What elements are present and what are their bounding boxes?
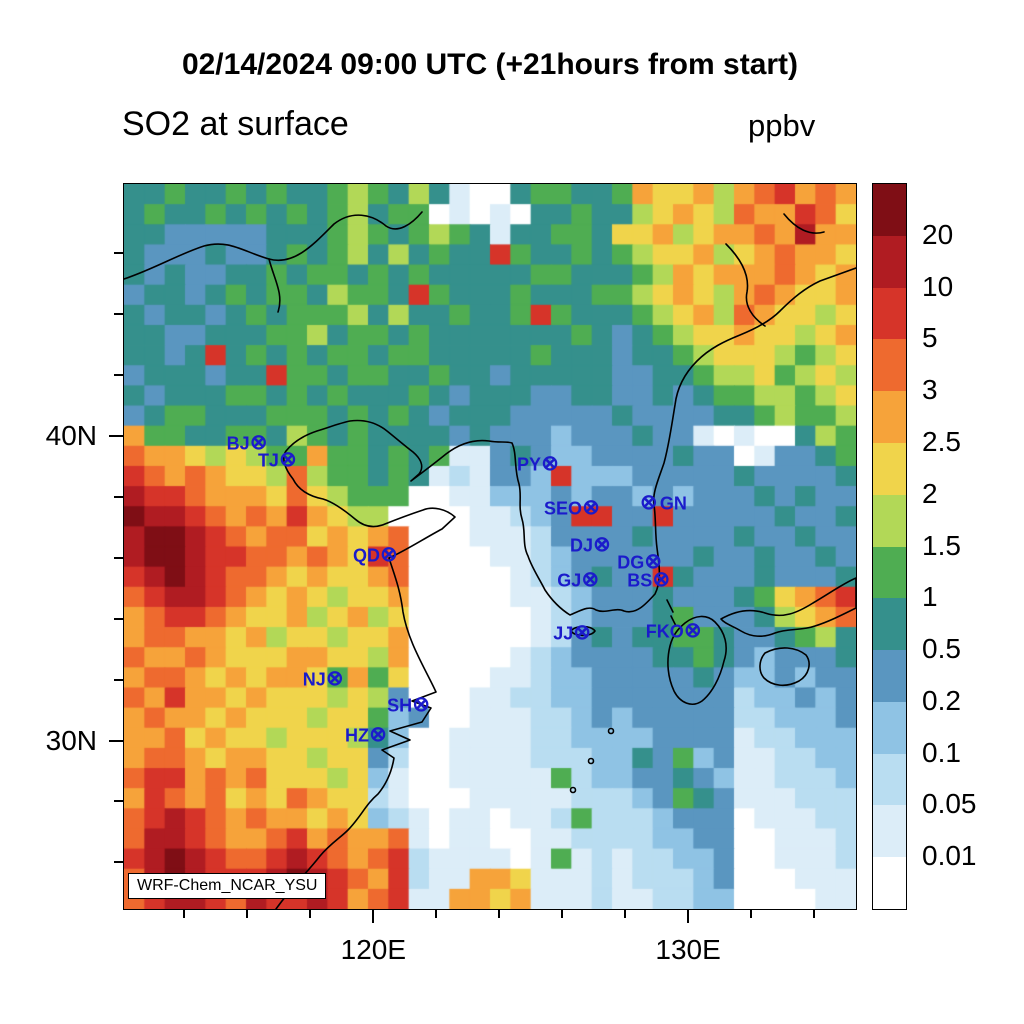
- colorbar-label: 0.05: [922, 788, 977, 820]
- colorbar-segment: [873, 857, 906, 909]
- station-label: PY: [517, 454, 542, 475]
- y-tick: [114, 861, 123, 864]
- y-tick: [114, 556, 123, 559]
- x-axis-ticks: 120E 130E: [123, 908, 855, 978]
- colorbar: [872, 183, 907, 910]
- station-label: DG: [617, 552, 645, 573]
- colorbar-segment: [873, 598, 906, 651]
- x-tick: [624, 909, 627, 918]
- y-tick: [114, 800, 123, 803]
- x-tick: [372, 909, 375, 923]
- colorbar-segment: [873, 184, 906, 236]
- colorbar-label: 0.01: [922, 840, 977, 872]
- colorbar-label: 10: [922, 270, 954, 302]
- x-tick: [246, 909, 249, 918]
- station-label: JJ: [553, 623, 574, 644]
- colorbar-segment: [873, 805, 906, 858]
- x-tick: [183, 909, 186, 918]
- station-label: NJ: [302, 669, 326, 690]
- station-label: FKO: [645, 621, 684, 642]
- station-marker-icon: ⊗: [279, 448, 297, 472]
- colorbar-segment: [873, 287, 906, 340]
- colorbar-segment: [873, 494, 906, 547]
- x-tick: [435, 909, 438, 918]
- station-marker-icon: ⊗: [640, 490, 658, 514]
- station-label: QD: [352, 545, 380, 566]
- x-tick: [561, 909, 564, 918]
- colorbar-segment: [873, 339, 906, 392]
- y-tick: [114, 495, 123, 498]
- map-plot-area: ⊗ BJ ⊗ TJ ⊗ PY ⊗ SEO ⊗ GN ⊗ DJ ⊗ QD ⊗ DG ⊗ GJ ⊗ BS ⊗ JJ ⊗ FKO ⊗ N…: [123, 183, 857, 910]
- colorbar-label: 2: [922, 477, 938, 509]
- colorbar-label: 1.5: [922, 529, 961, 561]
- station-marker-icon: ⊗: [652, 568, 671, 592]
- x-tick: [813, 909, 815, 918]
- station-marker-icon: ⊗: [581, 568, 600, 592]
- station-marker-icon: ⊗: [541, 452, 559, 476]
- y-tick-label: 40N: [45, 420, 97, 452]
- station-label: HZ: [345, 725, 369, 746]
- colorbar-label: 0.5: [922, 633, 961, 665]
- colorbar-segment: [873, 391, 906, 443]
- x-tick: [750, 909, 753, 918]
- x-tick: [687, 909, 690, 923]
- colorbar-label: 0.1: [922, 736, 961, 768]
- model-label: WRF-Chem_NCAR_YSU: [128, 873, 327, 899]
- x-tick: [309, 909, 312, 918]
- colorbar-segment: [873, 546, 906, 599]
- colorbar-label: 3: [922, 374, 938, 406]
- plot-title: 02/14/2024 09:00 UTC (+21hours from star…: [181, 48, 799, 81]
- station-layer: ⊗ BJ ⊗ TJ ⊗ PY ⊗ SEO ⊗ GN ⊗ DJ ⊗ QD ⊗ DG ⊗ GJ ⊗ BS ⊗ JJ ⊗ FKO ⊗ N…: [124, 184, 856, 909]
- station-marker-icon: ⊗: [683, 619, 702, 643]
- x-tick-label: 130E: [655, 934, 721, 965]
- station-marker-icon: ⊗: [593, 533, 611, 557]
- y-tick-label: 30N: [45, 724, 97, 756]
- colorbar-label: 20: [922, 218, 954, 250]
- station-label: TJ: [257, 450, 279, 471]
- y-tick: [114, 617, 123, 620]
- colorbar-labels: 20 10 5 3 2.5 2 1.5 1 0.5 0.2 0.1 0.05 0.01: [922, 183, 1022, 908]
- colorbar-segment: [873, 235, 906, 288]
- y-tick: [114, 374, 123, 377]
- station-marker-icon: ⊗: [582, 496, 600, 520]
- station-marker-icon: ⊗: [573, 621, 592, 645]
- station-label: BJ: [226, 433, 250, 454]
- variable-label: SO2 at surface: [122, 105, 349, 143]
- x-tick-label: 120E: [340, 934, 407, 965]
- station-marker-icon: ⊗: [644, 550, 663, 574]
- y-tick: [114, 678, 123, 681]
- x-tick: [498, 909, 501, 918]
- colorbar-label: 0.2: [922, 684, 961, 716]
- y-tick: [114, 313, 123, 316]
- colorbar-label: 5: [922, 322, 938, 354]
- station-marker-icon: ⊗: [380, 543, 398, 567]
- station-marker-icon: ⊗: [369, 722, 387, 746]
- station-label: SH: [387, 695, 413, 716]
- y-tick: [114, 252, 123, 255]
- station-label: BS: [627, 570, 653, 591]
- colorbar-label: 2.5: [922, 425, 961, 457]
- y-tick: [109, 435, 123, 438]
- station-label: DJ: [569, 535, 593, 556]
- station-label: GJ: [557, 570, 582, 591]
- station-marker-icon: ⊗: [249, 431, 268, 455]
- colorbar-segment: [873, 650, 906, 702]
- colorbar-label: 1: [922, 581, 938, 613]
- units-label: ppbv: [748, 108, 816, 143]
- y-axis-ticks: 40N 30N: [0, 183, 123, 908]
- colorbar-segment: [873, 442, 906, 495]
- colorbar-segment: [873, 753, 906, 806]
- station-marker-icon: ⊗: [326, 667, 344, 691]
- station-label: SEO: [544, 498, 583, 519]
- colorbar-segment: [873, 701, 906, 754]
- station-label: GN: [659, 493, 687, 514]
- station-marker-icon: ⊗: [412, 693, 430, 717]
- y-tick: [109, 739, 123, 742]
